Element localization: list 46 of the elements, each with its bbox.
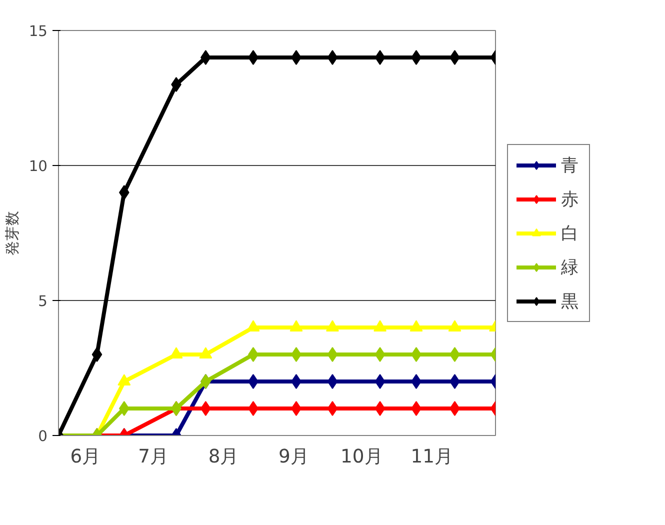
point	[411, 374, 422, 389]
x-tick-label: 9月	[278, 446, 310, 468]
point	[374, 374, 386, 389]
x-tick-label: 10月	[340, 446, 384, 468]
point	[374, 401, 386, 416]
point	[450, 50, 460, 65]
point	[248, 347, 258, 362]
point	[374, 347, 386, 362]
legend-label: 青	[561, 154, 579, 176]
x-tick-label: 8月	[208, 446, 240, 468]
point	[118, 401, 130, 416]
x-tick-label: 7月	[138, 446, 170, 468]
x-tick-label: 6月	[70, 446, 102, 468]
point	[291, 401, 302, 416]
point	[374, 50, 386, 65]
y-axis-title: 発芽数	[4, 210, 21, 256]
point	[248, 401, 258, 416]
y-tick-label: 0	[38, 428, 48, 445]
legend-label: 赤	[561, 188, 579, 210]
point	[327, 401, 338, 416]
point	[248, 50, 258, 65]
point	[411, 50, 422, 65]
point	[450, 374, 460, 389]
y-tick-label: 10	[28, 158, 48, 175]
point	[118, 185, 130, 200]
point	[411, 401, 422, 416]
x-tick-label: 11月	[410, 446, 454, 468]
point	[327, 347, 338, 362]
point	[327, 50, 338, 65]
point	[291, 374, 302, 389]
point	[450, 347, 460, 362]
y-tick-label: 5	[38, 293, 48, 310]
y-tick-label: 15	[28, 23, 48, 40]
point	[200, 50, 211, 65]
point	[450, 401, 460, 416]
legend-label: 黒	[561, 290, 579, 312]
legend-label: 緑	[561, 256, 579, 278]
point	[411, 347, 422, 362]
point	[291, 50, 302, 65]
legend-label: 白	[561, 222, 579, 244]
point	[92, 347, 102, 362]
point	[327, 374, 338, 389]
point	[200, 401, 211, 416]
point	[291, 347, 302, 362]
point	[171, 77, 182, 92]
point	[248, 374, 258, 389]
